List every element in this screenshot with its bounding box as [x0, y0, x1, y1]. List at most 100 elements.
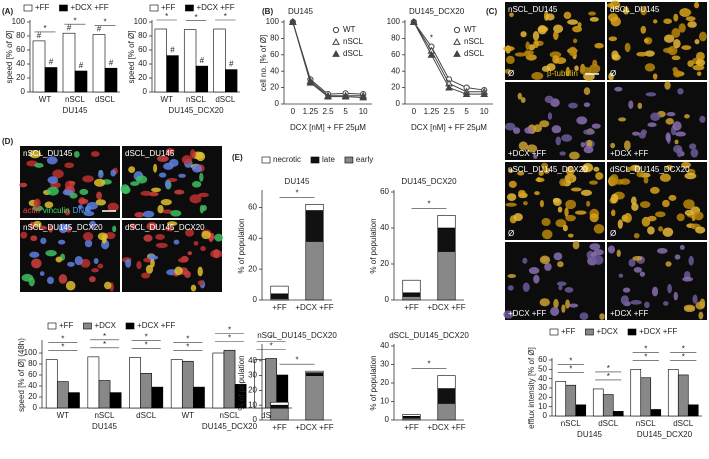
cell — [73, 150, 80, 158]
cell — [83, 211, 95, 217]
cell — [539, 199, 544, 208]
cell — [676, 147, 683, 158]
x-tick-label: WT — [57, 411, 70, 420]
cell — [90, 151, 100, 157]
cell — [636, 170, 644, 178]
legend-swatch — [585, 328, 594, 336]
y-axis-label: speed [% of Ø] — [127, 31, 136, 84]
cell — [78, 198, 89, 204]
bar — [32, 40, 46, 93]
x-tick-label: 1.25 — [303, 107, 319, 116]
cell — [518, 141, 528, 151]
y-tick-label: 80 — [391, 34, 400, 43]
group-label: DU145_DCX20 — [168, 106, 224, 115]
cell — [129, 223, 137, 229]
bar — [109, 392, 122, 409]
x-tick-label: nSCL — [65, 95, 86, 104]
group-label: DU145 — [63, 106, 88, 115]
cell — [630, 300, 642, 305]
cell — [679, 244, 685, 250]
y-axis-label: % of population — [237, 355, 246, 410]
y-tick-label: 60 — [391, 50, 400, 59]
cell — [677, 88, 684, 95]
cell — [632, 256, 643, 261]
cell — [649, 186, 660, 194]
bar — [225, 69, 238, 93]
cell — [191, 180, 202, 188]
x-axis-label: DCX [nM] + FF 25µM — [290, 123, 366, 132]
cell — [650, 112, 661, 122]
cell — [695, 58, 706, 67]
cell — [586, 139, 593, 148]
group-label: DU145_DCX20 — [637, 430, 693, 439]
y-tick-label: 80 — [138, 31, 147, 40]
y-tick-label: 0 — [33, 403, 38, 412]
cell — [640, 6, 648, 16]
cell — [614, 86, 623, 92]
cell — [699, 115, 706, 123]
image-label: dSCL_DU145_DCX20 — [125, 223, 205, 232]
cell — [524, 127, 533, 134]
cell — [574, 65, 579, 72]
cell — [88, 276, 96, 283]
group-label: DU145_DCX20 — [202, 422, 258, 431]
cell — [80, 258, 91, 268]
x-tick-label: 5 — [343, 107, 348, 116]
cell — [146, 222, 158, 231]
cell — [673, 38, 681, 49]
significance: * — [644, 352, 647, 361]
cell — [157, 155, 169, 162]
legend-swatch — [149, 4, 159, 12]
cell — [190, 284, 197, 292]
x-tick-label: dSCL — [598, 419, 619, 428]
y-tick-label: 0 — [21, 87, 26, 96]
bar — [565, 384, 577, 417]
bar-segment — [437, 403, 456, 421]
x-tick-label: WT — [39, 95, 52, 104]
cell — [136, 261, 142, 270]
panel-label: (D) — [2, 137, 13, 146]
bar-segment — [437, 227, 456, 252]
cell — [620, 295, 629, 305]
cell — [526, 144, 538, 153]
cell — [39, 271, 45, 276]
bar — [234, 384, 247, 409]
cell — [622, 287, 631, 293]
cell — [558, 285, 563, 291]
cell — [688, 255, 694, 266]
cell — [572, 38, 578, 44]
cell — [674, 139, 679, 145]
cell — [69, 192, 78, 199]
y-axis-label: % of population — [237, 218, 246, 273]
cell — [193, 241, 199, 246]
cell — [561, 304, 566, 313]
image-label: +DCX +FF — [610, 149, 648, 158]
cell — [667, 283, 672, 294]
cell — [589, 243, 601, 251]
y-tick-label: 40 — [380, 223, 389, 232]
y-tick-label: 40 — [28, 381, 37, 390]
cell — [666, 111, 676, 117]
cell — [632, 131, 640, 136]
bar — [265, 358, 278, 409]
cell — [545, 13, 555, 21]
cell — [69, 180, 76, 186]
cell — [185, 228, 195, 237]
cell — [89, 220, 96, 229]
cell — [684, 114, 690, 119]
cell — [518, 189, 526, 196]
point — [324, 92, 332, 100]
stain-label: actin — [23, 206, 40, 215]
cell — [583, 87, 591, 95]
cell — [608, 36, 618, 42]
cell — [84, 239, 93, 248]
cell — [121, 186, 131, 194]
panel-label: (B) — [262, 7, 273, 16]
y-tick-label: 40 — [380, 341, 389, 350]
significance: * — [427, 360, 430, 369]
cell — [29, 251, 40, 258]
cell — [696, 71, 702, 76]
y-tick-label: 40 — [538, 374, 547, 383]
significance: * — [165, 12, 168, 21]
bar-segment — [270, 404, 289, 409]
